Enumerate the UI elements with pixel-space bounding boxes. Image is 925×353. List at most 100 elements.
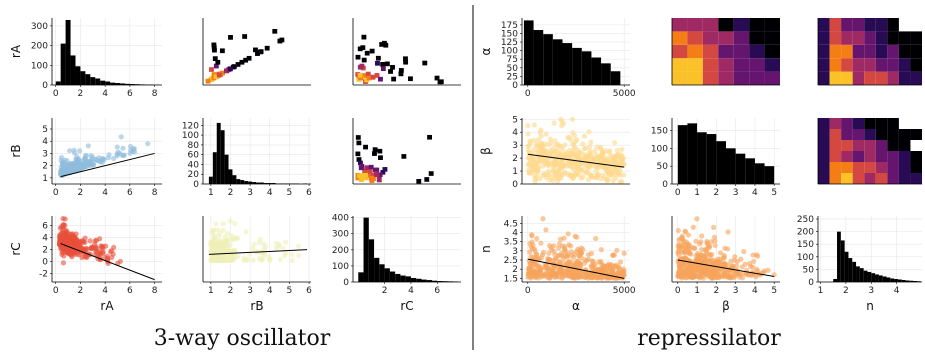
scatter-point xyxy=(114,144,120,150)
scatter-point xyxy=(679,235,685,241)
y-tick-label: 100 xyxy=(182,131,199,141)
heatmap-cell xyxy=(355,135,361,140)
right-section-title: repressilator xyxy=(637,326,781,351)
rep-heat-n-beta-panel xyxy=(817,118,922,185)
x-tick-label: 3 xyxy=(247,286,253,296)
scatter-point xyxy=(96,155,102,161)
heatmap-cell xyxy=(898,151,911,162)
y-tick-label: 3 xyxy=(512,247,518,257)
heatmap-cell xyxy=(852,173,865,184)
y-tick-label: 200 xyxy=(332,246,349,256)
scatter-point xyxy=(703,248,709,254)
y-tick-label: 400 xyxy=(332,214,349,224)
heatmap-cell xyxy=(887,140,899,151)
scatter-point xyxy=(82,247,88,253)
scatter-point xyxy=(250,246,256,252)
heatmap-cell xyxy=(428,171,434,176)
y-tick-label: 2 xyxy=(512,154,518,164)
heatmap-cell xyxy=(235,62,241,67)
scatter-point xyxy=(546,256,552,262)
scatter-point xyxy=(742,261,748,267)
histogram-bar xyxy=(119,83,125,85)
scatter-point xyxy=(711,224,717,230)
scatter-point xyxy=(546,168,552,174)
heatmap-cell xyxy=(864,162,876,173)
scatter-point xyxy=(750,270,756,276)
scatter-point xyxy=(100,243,106,249)
scatter-point xyxy=(534,144,540,150)
scatter-point xyxy=(619,179,625,185)
scatter-point xyxy=(690,224,696,230)
y-tick-label: 150 xyxy=(651,126,668,136)
rep-heat-n-alpha-panel xyxy=(817,18,922,86)
histogram-bar xyxy=(875,274,879,282)
heatmap-cell xyxy=(361,57,367,63)
scatter-point xyxy=(582,145,588,152)
y-tick-label: 300 xyxy=(332,230,349,240)
heatmap-cell xyxy=(875,118,888,129)
heatmap-cell xyxy=(841,31,853,45)
scatter-point xyxy=(688,274,694,280)
scatter-point xyxy=(97,249,103,255)
scatter-point xyxy=(110,251,116,257)
heatmap-cell xyxy=(223,68,229,74)
heatmap-cell xyxy=(818,71,830,85)
scatter-point xyxy=(619,146,625,153)
heatmap-cell xyxy=(687,44,703,59)
heatmap-cell xyxy=(841,118,853,129)
histogram-bar xyxy=(110,82,116,85)
y-tick-label: 6 xyxy=(42,222,48,232)
heatmap-cell xyxy=(363,144,368,150)
scatter-point xyxy=(581,133,587,139)
scatter-point xyxy=(548,272,555,278)
histogram-bar xyxy=(437,281,443,282)
scatter-point xyxy=(93,237,100,243)
heatmap-cell xyxy=(898,173,911,184)
x-tick-label: 4 xyxy=(894,286,900,296)
scatter-point xyxy=(88,153,94,159)
histogram-bar xyxy=(894,278,898,282)
heatmap-cell xyxy=(875,162,888,173)
scatter-point xyxy=(572,145,578,151)
heatmap-cell xyxy=(852,129,865,140)
heatmap-cell xyxy=(356,140,362,146)
scatter-point xyxy=(92,245,99,251)
histogram-bar xyxy=(844,251,849,282)
scatter-point xyxy=(755,253,761,259)
scatter-point xyxy=(280,246,286,252)
heatmap-cell xyxy=(852,31,865,45)
y-tick-label: 3 xyxy=(512,141,518,151)
histogram-bar xyxy=(735,153,746,184)
heatmap-cell xyxy=(875,31,888,45)
heatmap-cell xyxy=(818,31,830,45)
histogram-bar xyxy=(405,276,411,282)
scatter-point xyxy=(686,245,692,251)
heatmap-cell xyxy=(398,71,404,77)
scatter-point xyxy=(233,235,239,242)
scatter-point xyxy=(593,235,599,242)
scatter-point xyxy=(569,116,576,122)
heatmap-cell xyxy=(375,55,381,61)
scatter-point xyxy=(725,229,731,235)
scatter-point xyxy=(545,172,551,179)
scatter-point xyxy=(225,243,232,250)
heatmap-cell xyxy=(864,129,876,140)
x-tick-label: 6 xyxy=(127,89,133,99)
heatmap-cell xyxy=(211,42,217,48)
x-tick-label: 2 xyxy=(228,286,234,296)
scatter-point xyxy=(117,258,124,264)
heatmap-cell xyxy=(818,44,830,59)
heatmap-cell xyxy=(687,18,703,32)
scatter-point xyxy=(562,170,568,176)
histogram-bar xyxy=(228,169,233,184)
heatmap-cell xyxy=(212,56,218,61)
heatmap-cell xyxy=(864,31,876,45)
scatter-point xyxy=(209,257,215,263)
scatter-point xyxy=(527,140,534,146)
histogram-bar xyxy=(901,279,906,282)
scatter-point xyxy=(533,175,539,182)
x-tick-label: 1 xyxy=(208,286,214,296)
heatmap-cell xyxy=(875,173,888,184)
